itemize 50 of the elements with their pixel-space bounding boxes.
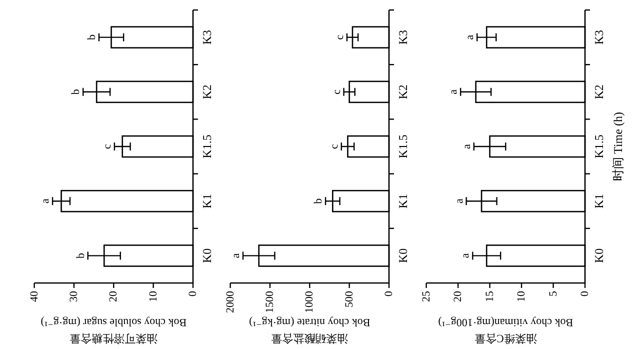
x-tick-label: 40 — [28, 290, 40, 302]
annotation: c — [334, 34, 346, 40]
annotation: b — [74, 252, 87, 258]
x-axis-title: 油菜可溶性糖含量 Bok choy soluble sugar (mg·g⁻¹) — [40, 316, 187, 345]
y-tick-label: K3 — [200, 30, 214, 45]
annotation: a — [230, 253, 242, 258]
y-tick-label: K0 — [396, 248, 410, 264]
y-tick-label: K1 — [592, 194, 606, 208]
y-tick-label: K1 — [396, 194, 410, 208]
annotation: b — [70, 88, 82, 95]
annotation: c — [330, 89, 343, 94]
annotation: a — [460, 253, 472, 258]
annotation: a — [464, 34, 476, 40]
y-tick-label: K3 — [396, 30, 410, 45]
y-tick-label: K1 — [200, 194, 214, 208]
x-tick-label: 15 — [484, 290, 496, 302]
x-tick-label: 5 — [547, 290, 560, 296]
y-tick-label: K3 — [592, 30, 606, 45]
annotation: a — [448, 89, 460, 94]
x-tick-label: 2000 — [224, 290, 236, 313]
annotation: a — [460, 144, 473, 149]
x-tick-label: 10 — [516, 290, 528, 302]
x-tick-label: 20 — [108, 290, 120, 302]
y-tick-label: K1.5 — [396, 134, 410, 158]
annotation: a — [40, 198, 52, 204]
annotation: b — [86, 34, 98, 40]
y-tick-label: K2 — [396, 84, 410, 100]
annotation: b — [312, 198, 325, 204]
annotation: a — [453, 198, 466, 204]
annotation: c — [101, 144, 114, 149]
x-tick-label: 1000 — [304, 290, 316, 313]
x-tick-label: 25 — [420, 290, 432, 302]
x-tick-label: 500 — [343, 290, 356, 308]
x-tick-label: 0 — [579, 290, 591, 296]
y-tick-label: K1.5 — [592, 134, 606, 158]
x-tick-label: 20 — [452, 290, 464, 302]
y-tick-label: K2 — [592, 84, 606, 100]
x-axis-title: 油菜硝酸盐含量 Bok choy nitrate (mg·kg⁻¹) — [248, 316, 370, 345]
annotation: c — [328, 144, 340, 149]
y-tick-label: K1.5 — [200, 134, 214, 158]
y-tick-label: K2 — [200, 84, 214, 100]
x-tick-label: 10 — [147, 290, 160, 302]
y-tick-label: K0 — [200, 248, 214, 264]
x-tick-label: 1500 — [264, 290, 276, 313]
y2-axis-title: 时间 Time (h) — [611, 112, 625, 181]
x-axis-title: 油菜维C含量 Bok choy vitiman(mg·100g⁻¹) — [438, 316, 574, 345]
x-tick-label: 0 — [383, 290, 395, 296]
x-tick-label: 0 — [187, 290, 199, 296]
x-tick-label: 30 — [68, 290, 80, 302]
y-tick-label: K0 — [592, 248, 606, 264]
